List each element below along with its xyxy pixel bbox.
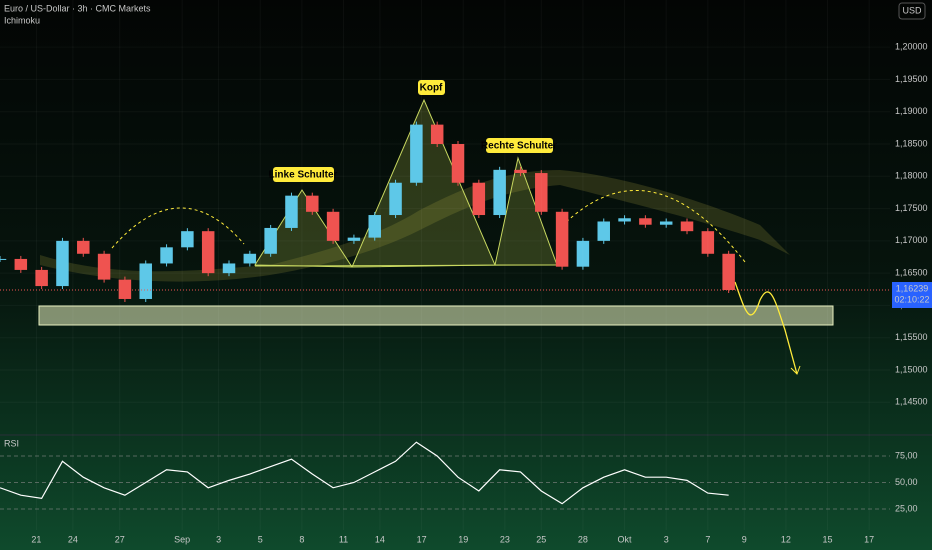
candle	[659, 221, 673, 225]
candle	[639, 218, 652, 225]
y-tick-label: 1,16500	[895, 268, 928, 278]
candle	[368, 215, 381, 238]
x-tick-label: 27	[115, 534, 125, 544]
projection-arrow	[734, 281, 798, 375]
candle	[722, 253, 735, 291]
y-tick-label: 1,19000	[895, 106, 928, 116]
arrow-head	[790, 365, 801, 375]
x-tick-label: 12	[781, 534, 791, 544]
x-tick-label: 3	[664, 534, 669, 544]
y-tick-label: 1,15500	[895, 332, 928, 342]
y-tick-label: 1,14500	[895, 397, 928, 407]
y-tick-label: 50,00	[895, 477, 918, 487]
candle	[243, 253, 257, 264]
candle	[160, 247, 173, 264]
y-tick-label: 1,20000	[895, 42, 928, 52]
candle	[56, 240, 69, 287]
candle	[514, 169, 527, 174]
x-tick-label: 5	[258, 534, 263, 544]
y-tick-label: 1,18500	[895, 138, 928, 148]
countdown: 02:10:22	[894, 294, 929, 304]
x-tick-label: 7	[705, 534, 710, 544]
x-tick-label: 3	[216, 534, 221, 544]
candle	[597, 221, 610, 241]
currency[interactable]: USD	[902, 5, 922, 15]
candle	[264, 227, 277, 254]
candle	[139, 263, 152, 299]
candle	[181, 231, 194, 248]
y-tick-label: 1,18000	[895, 171, 928, 181]
support-zone	[38, 305, 834, 326]
candle	[410, 124, 423, 183]
x-tick-label: Sep	[174, 534, 190, 544]
annotation: Rechte Schulter	[481, 141, 557, 152]
y-tick-label: 1,17000	[895, 235, 928, 245]
candle	[535, 173, 548, 212]
candle	[35, 269, 48, 287]
x-tick-label: 24	[68, 534, 78, 544]
x-tick-label: 17	[417, 534, 427, 544]
annotation: Linke Schulter	[269, 170, 338, 181]
currency-box[interactable]	[898, 2, 926, 20]
x-tick-label: 14	[375, 534, 385, 544]
candle	[97, 253, 111, 280]
rsi-label: RSI	[4, 438, 19, 448]
arc-arrow	[111, 207, 245, 249]
candle	[347, 237, 361, 241]
x-tick-label: 25	[536, 534, 546, 544]
x-tick-label: Okt	[618, 534, 633, 544]
last-price-box	[892, 282, 932, 309]
x-tick-label: 9	[742, 534, 747, 544]
x-tick-label: 17	[864, 534, 874, 544]
candle	[222, 263, 236, 274]
candle	[472, 182, 486, 216]
y-tick-label: 25,00	[895, 503, 918, 513]
last-price: 1,16239	[896, 283, 929, 293]
candle	[326, 211, 340, 241]
y-tick-label: 1,19500	[895, 74, 928, 84]
candle	[451, 144, 465, 183]
y-tick-label: 1,15000	[895, 364, 928, 374]
indicator-label: Ichimoku	[4, 15, 40, 25]
candle	[576, 240, 590, 267]
candle	[201, 231, 215, 274]
candle	[285, 195, 298, 228]
x-tick-label: 15	[823, 534, 833, 544]
x-tick-label: 23	[500, 534, 510, 544]
candle	[0, 258, 7, 260]
candle	[77, 240, 90, 254]
annotation: Kopf	[420, 83, 443, 94]
candle	[493, 169, 506, 216]
annotation-box	[418, 80, 445, 95]
x-tick-label: 11	[339, 534, 348, 544]
neckline	[254, 264, 561, 267]
annotation-box	[273, 167, 334, 182]
x-tick-label: 21	[31, 534, 41, 544]
rsi-line	[0, 441, 729, 505]
candle	[680, 221, 694, 232]
ichimoku-cloud	[40, 170, 790, 282]
candle	[306, 195, 319, 212]
candle	[118, 279, 132, 299]
candle	[701, 231, 715, 254]
candle	[430, 124, 444, 144]
chart-title: Euro / US-Dollar · 3h · CMC Markets	[4, 3, 151, 13]
x-tick-label: 8	[299, 534, 304, 544]
y-tick-label: 75,00	[895, 450, 918, 460]
x-tick-label: 28	[578, 534, 588, 544]
arc-arrow	[561, 190, 746, 263]
annotation-box	[486, 138, 553, 153]
candle	[389, 182, 402, 216]
candle	[618, 218, 631, 222]
x-tick-label: 19	[458, 534, 468, 544]
candle	[14, 258, 28, 270]
y-tick-label: 1,17500	[895, 203, 928, 213]
candle	[555, 211, 569, 267]
